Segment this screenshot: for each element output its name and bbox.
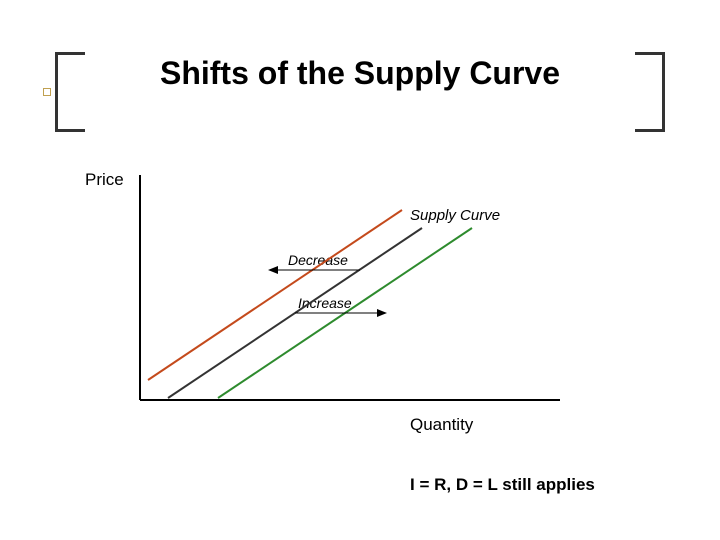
decrease-supply-line: [148, 210, 402, 380]
increase-arrow-head: [377, 309, 387, 317]
slide: Shifts of the Supply Curve Price Supply …: [0, 0, 720, 540]
footer-note: I = R, D = L still applies: [410, 475, 595, 495]
chart-svg: [0, 0, 720, 540]
x-axis-label: Quantity: [410, 415, 473, 435]
supply-chart: [0, 0, 720, 540]
decrease-arrow-head: [268, 266, 278, 274]
